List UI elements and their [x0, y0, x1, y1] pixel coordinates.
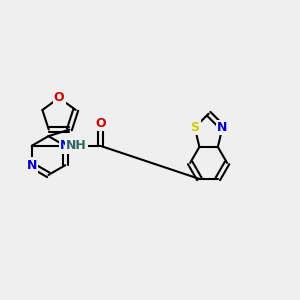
Text: N: N	[60, 139, 70, 152]
Text: N: N	[217, 121, 228, 134]
Text: O: O	[95, 117, 106, 130]
Text: O: O	[54, 91, 64, 104]
Text: N: N	[26, 159, 37, 172]
Text: NH: NH	[66, 139, 87, 152]
Text: S: S	[190, 121, 199, 134]
